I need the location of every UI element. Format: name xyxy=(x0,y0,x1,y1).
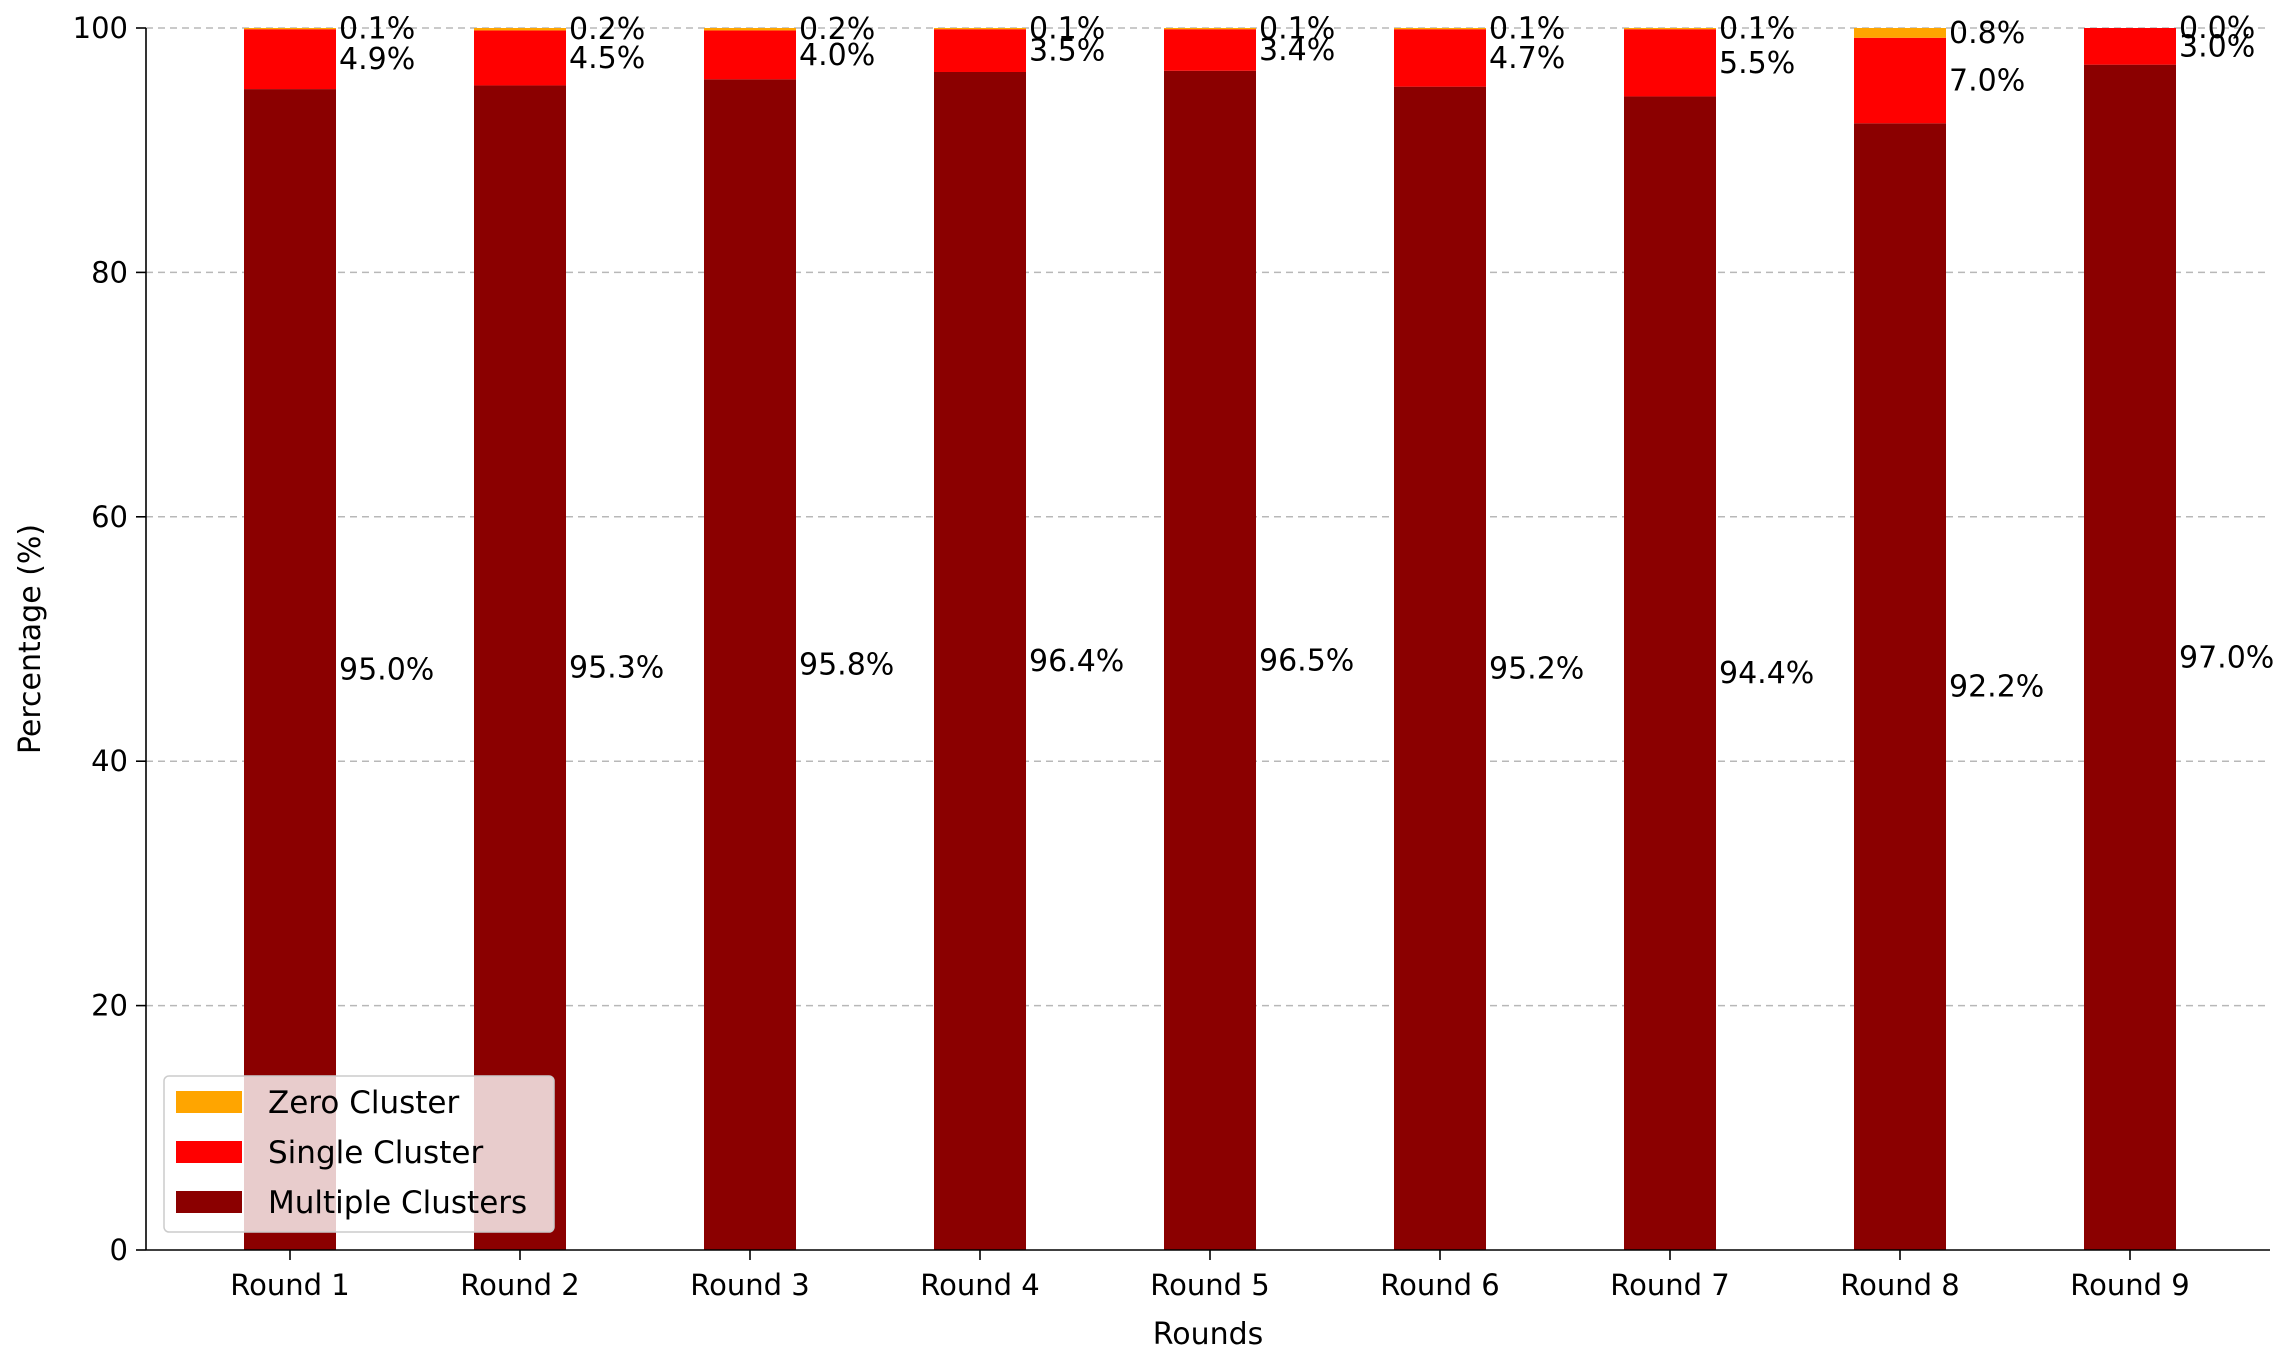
data-label-multiple: 92.2% xyxy=(1949,670,2044,705)
legend-label: Multiple Clusters xyxy=(268,1185,527,1221)
data-label-single: 4.5% xyxy=(569,41,645,76)
data-label-multiple: 96.5% xyxy=(1259,643,1354,678)
bar-segment xyxy=(1854,37,1946,124)
x-ticks: Round 1 Round 2 Round 3 Round 4 Round 5 Round… xyxy=(230,1250,2190,1302)
legend-label: Single Cluster xyxy=(268,1135,483,1171)
data-labels: 95.0%4.9%0.1%95.3%4.5%0.2%95.8%4.0%0.2%9… xyxy=(339,11,2274,705)
bar-segment xyxy=(1854,28,1946,38)
bar-segment xyxy=(934,29,1026,72)
data-label-zero: 0.1% xyxy=(1259,12,1335,47)
data-label-single: 5.5% xyxy=(1719,46,1795,81)
x-tick-label: Round 9 xyxy=(2070,1268,2189,1302)
bar-segment xyxy=(474,85,566,1251)
bar-segment xyxy=(1624,28,1716,30)
bar-segment xyxy=(1164,28,1256,30)
y-tick-label: 100 xyxy=(73,11,128,45)
bar-segment xyxy=(1624,96,1716,1250)
bar-segment xyxy=(474,30,566,86)
data-label-zero: 0.2% xyxy=(799,12,875,47)
bar-segment xyxy=(2084,28,2176,65)
data-label-zero: 0.2% xyxy=(569,12,645,47)
data-label-single: 3.0% xyxy=(2179,29,2255,64)
data-label-multiple: 95.3% xyxy=(569,651,664,686)
data-label-zero: 0.1% xyxy=(1029,12,1105,47)
y-tick-label: 0 xyxy=(110,1233,128,1267)
legend-box xyxy=(163,1075,555,1233)
bar-segment xyxy=(244,28,336,30)
axes xyxy=(145,28,2270,1251)
y-ticks: 0 20 40 60 80 100 xyxy=(73,11,146,1267)
bar-segment xyxy=(704,28,796,31)
data-label-single: 4.0% xyxy=(799,38,875,73)
bar-segment xyxy=(704,30,796,80)
bar-segment xyxy=(1854,123,1946,1250)
bar-segment xyxy=(244,89,336,1251)
data-label-multiple: 95.0% xyxy=(339,653,434,688)
legend-swatch xyxy=(176,1191,242,1213)
data-label-single: 4.7% xyxy=(1489,41,1565,76)
legend-swatch xyxy=(176,1141,242,1163)
x-tick-label: Round 3 xyxy=(690,1268,809,1302)
y-tick-label: 20 xyxy=(91,989,128,1023)
y-tick-label: 60 xyxy=(91,500,128,534)
legend-swatch xyxy=(176,1091,242,1113)
data-label-zero: 0.1% xyxy=(339,12,415,47)
bar-segment xyxy=(704,79,796,1251)
data-label-multiple: 97.0% xyxy=(2179,640,2274,675)
bar-segment xyxy=(1164,29,1256,71)
data-label-multiple: 96.4% xyxy=(1029,644,1124,679)
data-label-zero: 0.1% xyxy=(1719,12,1795,47)
x-tick-label: Round 5 xyxy=(1150,1268,1269,1302)
data-label-zero: 0.0% xyxy=(2179,11,2255,46)
bars xyxy=(244,28,2176,1251)
data-label-multiple: 94.4% xyxy=(1719,656,1814,691)
x-tick-label: Round 8 xyxy=(1840,1268,1959,1302)
bar-segment xyxy=(1394,86,1486,1250)
bar-segment xyxy=(1394,28,1486,30)
legend-label: Zero Cluster xyxy=(268,1085,459,1121)
data-label-multiple: 95.8% xyxy=(799,648,894,683)
bar-segment xyxy=(934,71,1026,1251)
data-label-multiple: 95.2% xyxy=(1489,651,1584,686)
x-axis-label: Rounds xyxy=(1153,1317,1264,1352)
bar-segment xyxy=(2084,64,2176,1250)
bar-segment xyxy=(934,28,1026,30)
y-tick-label: 80 xyxy=(91,255,128,289)
bar-segment xyxy=(1624,29,1716,97)
data-label-zero: 0.8% xyxy=(1949,16,2025,51)
data-label-single: 3.5% xyxy=(1029,34,1105,69)
y-tick-label: 40 xyxy=(91,744,128,778)
data-label-single: 4.9% xyxy=(339,42,415,77)
bar-segment xyxy=(1394,29,1486,87)
data-label-zero: 0.1% xyxy=(1489,12,1565,47)
x-tick-label: Round 1 xyxy=(230,1268,349,1302)
x-tick-label: Round 6 xyxy=(1380,1268,1499,1302)
legend: Zero Cluster Single Cluster Multiple Clust… xyxy=(163,1075,555,1233)
bar-segment xyxy=(244,29,336,90)
y-axis-label: Percentage (%) xyxy=(13,524,48,754)
x-tick-label: Round 7 xyxy=(1610,1268,1729,1302)
bar-segment xyxy=(1164,70,1256,1250)
x-tick-label: Round 4 xyxy=(920,1268,1039,1302)
data-label-single: 3.4% xyxy=(1259,33,1335,68)
x-tick-label: Round 2 xyxy=(460,1268,579,1302)
data-label-single: 7.0% xyxy=(1949,64,2025,99)
bar-segment xyxy=(474,28,566,31)
